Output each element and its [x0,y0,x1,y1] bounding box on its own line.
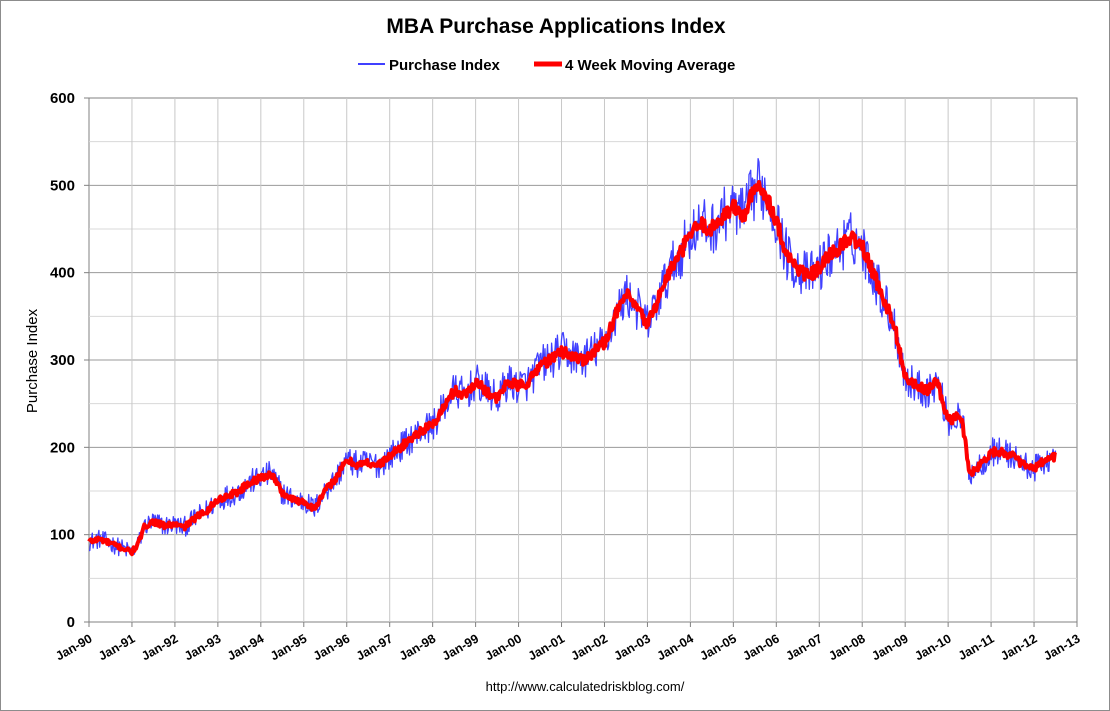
y-axis-label: Purchase Index [24,308,41,413]
x-tick-label: Jan-10 [912,631,953,663]
x-tick-label: Jan-95 [268,631,309,663]
x-tick-label: Jan-07 [783,631,824,663]
series-line-moving-average [87,180,1058,557]
y-tick-label: 0 [67,614,75,631]
x-tick-label: Jan-90 [53,631,94,663]
x-tick-label: Jan-01 [526,631,567,663]
legend-label-moving-average: 4 Week Moving Average [565,57,735,74]
y-tick-label: 100 [50,527,75,544]
series-layer [87,158,1058,557]
x-tick-label: Jan-98 [397,631,438,663]
x-tick-label: Jan-00 [483,631,524,663]
x-tick-label: Jan-12 [998,631,1039,663]
gridlines [89,98,1077,622]
x-tick-label: Jan-11 [956,631,997,663]
legend-label-purchase-index: Purchase Index [389,57,501,74]
y-tick-label: 500 [50,177,75,194]
source-url: http://www.calculatedriskblog.com/ [486,679,685,694]
x-tick-label: Jan-06 [741,631,782,663]
x-tick-label: Jan-13 [1041,631,1082,663]
y-tick-label: 400 [50,265,75,282]
x-tick-label: Jan-96 [311,631,352,663]
x-tick-label: Jan-09 [869,631,910,663]
x-tick-label: Jan-04 [655,631,696,663]
x-tick-label: Jan-91 [96,631,137,663]
legend: Purchase Index 4 Week Moving Average [358,57,735,74]
x-tick-label: Jan-93 [182,631,223,663]
x-tick-label: Jan-08 [826,631,867,663]
y-tick-label: 300 [50,352,75,369]
x-tick-label: Jan-05 [698,631,739,663]
x-tick-label: Jan-92 [139,631,180,663]
x-tick-label: Jan-02 [569,631,610,663]
y-tick-label: 600 [50,90,75,107]
x-tick-label: Jan-99 [440,631,481,663]
chart-title: MBA Purchase Applications Index [386,15,725,38]
x-tick-label: Jan-03 [612,631,653,663]
x-axis: Jan-90 Jan-91 Jan-92 Jan-93 Jan-94 Jan-95 Jan-… [53,622,1083,663]
x-tick-label: Jan-97 [354,631,395,663]
y-axis: 0 100 200 300 400 500 600 [50,90,89,631]
x-tick-label: Jan-94 [225,631,266,663]
y-tick-label: 200 [50,439,75,456]
